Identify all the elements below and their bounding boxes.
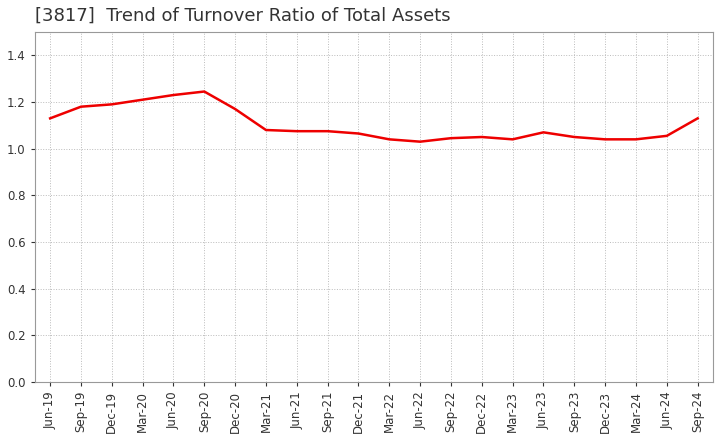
Text: [3817]  Trend of Turnover Ratio of Total Assets: [3817] Trend of Turnover Ratio of Total … [35, 7, 450, 25]
